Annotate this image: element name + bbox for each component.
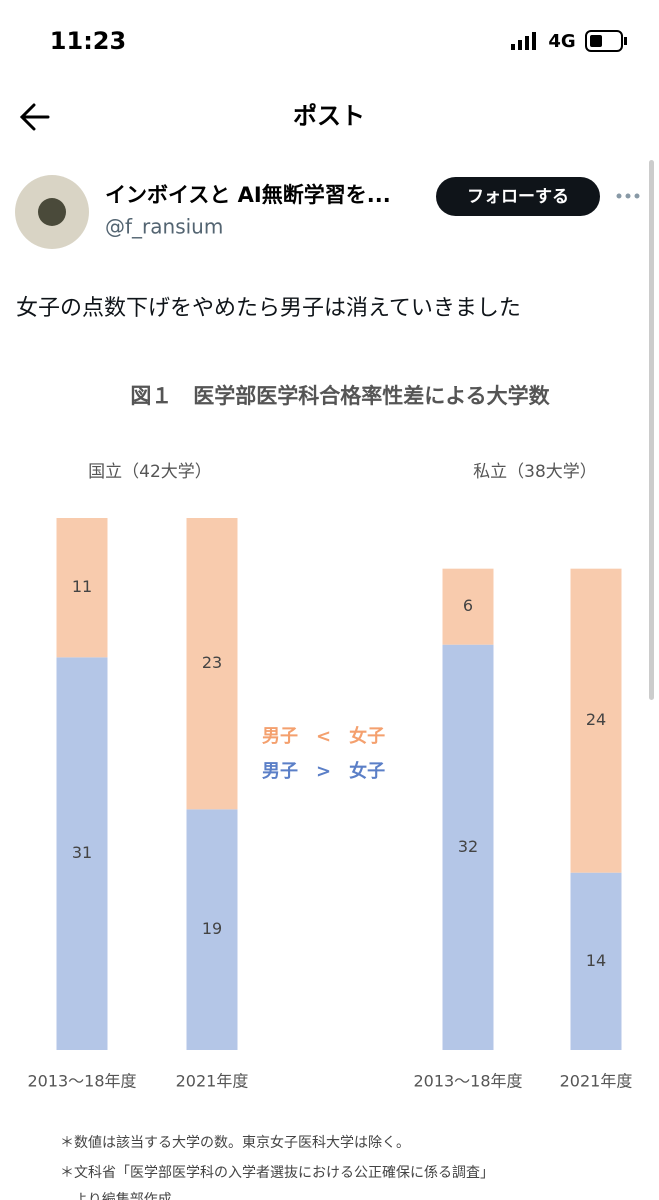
bar-segment	[442, 568, 494, 645]
value-label: 32	[458, 837, 478, 856]
value-label: 31	[72, 843, 92, 862]
bar-segment	[56, 518, 108, 658]
bar-segment	[56, 657, 108, 1050]
status-network: 4G	[548, 31, 575, 52]
chart-note: より編集部作成	[60, 1191, 172, 1200]
status-time: 11:23	[50, 27, 126, 55]
x-tick-label: 2021年度	[176, 1072, 249, 1091]
value-label: 23	[202, 653, 222, 672]
x-tick-label: 2013〜18年度	[27, 1072, 136, 1091]
author-handle[interactable]: @f_ransium	[105, 215, 223, 239]
back-button[interactable]	[19, 103, 50, 131]
group-label: 私立（38大学）	[473, 462, 597, 482]
x-tick-label: 2013〜18年度	[413, 1072, 522, 1091]
value-label: 14	[586, 951, 606, 970]
bar-segment	[570, 872, 622, 1050]
follow-button[interactable]	[436, 177, 600, 216]
post-text: 女子の点数下げをやめたら男子は消えていきました	[16, 296, 521, 321]
bar-segment	[442, 644, 494, 1050]
follow-label: フォローする	[467, 187, 569, 207]
author-name[interactable]: インボイスと AI無断学習を...	[105, 183, 391, 207]
legend-entry: 男子 > 女子	[262, 760, 385, 782]
value-label: 19	[202, 919, 222, 938]
bar-segment	[570, 568, 622, 873]
x-tick-label: 2021年度	[560, 1072, 633, 1091]
more-menu[interactable]	[616, 193, 640, 199]
bar-segment	[186, 518, 238, 810]
value-label: 11	[72, 577, 92, 596]
value-label: 24	[586, 710, 606, 729]
chart-title: 図１ 医学部医学科合格率性差による大学数	[130, 384, 550, 408]
bar-segment	[186, 809, 238, 1050]
legend-entry: 男子 < 女子	[262, 725, 385, 747]
scrollbar	[649, 160, 654, 700]
signal	[511, 32, 536, 50]
chart-note: ＊数値は該当する大学の数。東京女子医科大学は除く。	[60, 1134, 410, 1151]
header-title: ポスト	[293, 102, 365, 130]
chart-note: ＊文科省「医学部医学科の入学者選抜における公正確保に係る調査」	[60, 1165, 494, 1181]
battery	[585, 30, 627, 52]
value-label: 6	[463, 596, 473, 615]
group-label: 国立（42大学）	[88, 462, 212, 482]
avatar-figure	[38, 198, 66, 226]
